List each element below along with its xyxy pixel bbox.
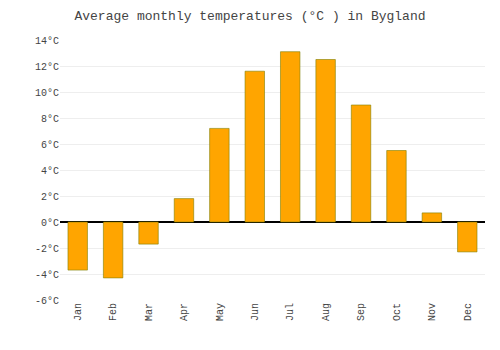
svg-text:8°C: 8°C bbox=[41, 114, 59, 125]
svg-text:-6°C: -6°C bbox=[35, 296, 59, 307]
svg-text:Nov: Nov bbox=[427, 303, 438, 321]
svg-text:Mar: Mar bbox=[144, 303, 155, 321]
svg-text:Jun: Jun bbox=[250, 303, 261, 321]
svg-text:Apr: Apr bbox=[179, 303, 190, 321]
svg-text:Sep: Sep bbox=[356, 303, 367, 321]
svg-text:Average monthly temperatures (: Average monthly temperatures (°C ) in By… bbox=[74, 9, 425, 24]
svg-text:Oct: Oct bbox=[392, 303, 403, 321]
svg-text:Jul: Jul bbox=[285, 303, 296, 321]
svg-text:10°C: 10°C bbox=[35, 88, 59, 99]
svg-text:-4°C: -4°C bbox=[35, 270, 59, 281]
svg-text:Feb: Feb bbox=[108, 303, 119, 321]
svg-text:Jan: Jan bbox=[73, 303, 84, 321]
svg-text:12°C: 12°C bbox=[35, 62, 59, 73]
svg-text:Dec: Dec bbox=[463, 303, 474, 321]
svg-text:4°C: 4°C bbox=[41, 166, 59, 177]
svg-text:0°C: 0°C bbox=[41, 218, 59, 229]
svg-text:14°C: 14°C bbox=[35, 36, 59, 47]
svg-text:May: May bbox=[215, 303, 226, 321]
svg-text:2°C: 2°C bbox=[41, 192, 59, 203]
svg-text:-2°C: -2°C bbox=[35, 244, 59, 255]
svg-text:Aug: Aug bbox=[321, 303, 332, 321]
svg-text:6°C: 6°C bbox=[41, 140, 59, 151]
